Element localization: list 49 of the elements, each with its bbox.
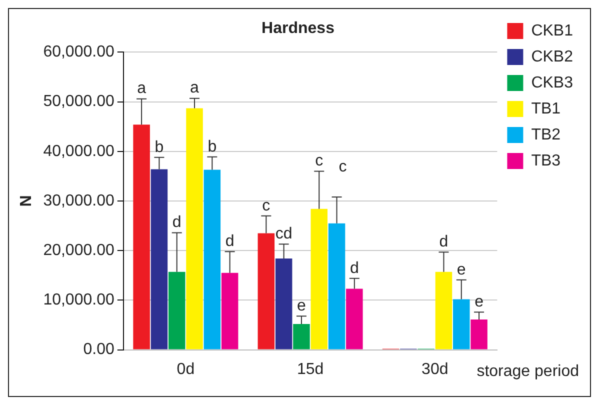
bar [258, 233, 275, 350]
legend-label: TB2 [531, 126, 561, 144]
annotation: b [208, 138, 217, 156]
bar [204, 170, 221, 350]
y-axis-title: N [18, 195, 36, 207]
y-tick-label: 20,000.00 [43, 242, 114, 260]
bar [133, 124, 150, 350]
annotation: a [137, 80, 146, 98]
bar [310, 208, 328, 350]
annotation: d [439, 233, 448, 250]
y-tick-label: 10,000.00 [43, 292, 114, 309]
chart-title: Hardness [262, 20, 335, 38]
bar [275, 258, 292, 350]
x-tick-label: 30d [422, 360, 448, 378]
legend-label: TB3 [531, 152, 561, 170]
annotation: a [190, 80, 200, 97]
annotation: c [338, 158, 347, 176]
annotation: e [297, 297, 306, 314]
annotation: e [456, 261, 466, 278]
y-tick-label: 40,000.00 [43, 142, 114, 160]
annotation: c [315, 152, 324, 170]
x-tick-label: 15d [296, 360, 324, 378]
bar [346, 288, 363, 350]
y-tick-label: 30,000.00 [43, 192, 114, 210]
annotation: d [225, 233, 234, 250]
bar [168, 272, 186, 350]
legend-label: TB1 [531, 100, 561, 118]
annotation: d [172, 214, 182, 232]
annotation: b [154, 138, 164, 156]
bar [293, 324, 310, 350]
legend-label: CKB2 [531, 48, 574, 66]
annotation: cd [275, 226, 292, 243]
bar [150, 169, 168, 350]
y-tick-label: 60,000.00 [43, 44, 114, 61]
bar [186, 108, 203, 350]
bar [328, 223, 346, 350]
bar [435, 272, 452, 350]
legend-label: CKB1 [531, 22, 574, 40]
y-tick-label: 0.00 [83, 341, 114, 358]
bar [221, 272, 238, 350]
x-tick-label: 0d [176, 360, 195, 378]
bar [452, 299, 470, 350]
x-axis-title: storage period [476, 363, 579, 380]
legend-label: CKB3 [531, 74, 574, 92]
y-tick-label: 50,000.00 [43, 93, 114, 110]
bar [470, 320, 488, 350]
annotation: e [474, 294, 484, 311]
annotation: c [262, 197, 270, 214]
annotation: d [350, 260, 359, 277]
